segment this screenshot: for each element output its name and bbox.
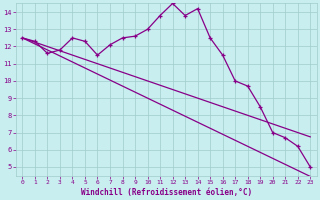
X-axis label: Windchill (Refroidissement éolien,°C): Windchill (Refroidissement éolien,°C) (81, 188, 252, 197)
